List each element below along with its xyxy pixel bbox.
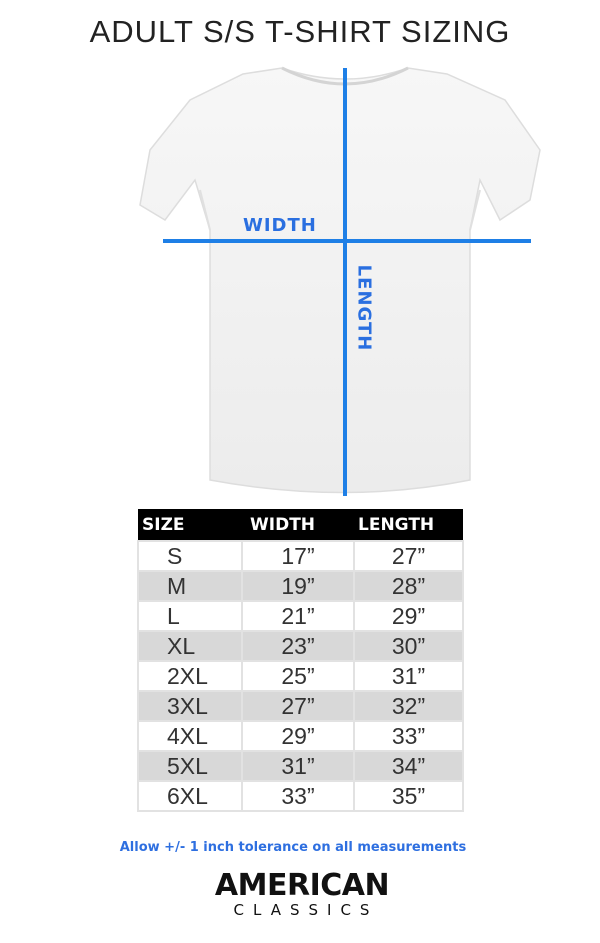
table-row: 6XL 33” 35” (137, 780, 464, 812)
tshirt-illustration (139, 66, 541, 494)
size-cell: 5XL (137, 750, 243, 782)
width-cell: 23” (241, 630, 355, 662)
size-cell: L (137, 600, 243, 632)
table-row: 3XL 27” 32” (137, 690, 464, 722)
header-width: WIDTH (242, 509, 354, 541)
table-row: S 17” 27” (137, 540, 464, 572)
width-cell: 17” (241, 540, 355, 572)
length-cell: 28” (353, 570, 464, 602)
tolerance-note: Allow +/- 1 inch tolerance on all measur… (119, 840, 467, 855)
page-title: ADULT S/S T-SHIRT SIZING (89, 14, 511, 49)
length-cell: 32” (353, 690, 464, 722)
table-row: XL 23” 30” (137, 630, 464, 662)
width-cell: 27” (241, 690, 355, 722)
width-cell: 31” (241, 750, 355, 782)
length-label: LENGTH (353, 264, 375, 352)
size-cell: M (137, 570, 243, 602)
brand-logo-line2: CLASSICS (233, 901, 379, 919)
width-cell: 29” (241, 720, 355, 752)
header-size: SIZE (138, 509, 242, 541)
width-cell: 21” (241, 600, 355, 632)
length-cell: 31” (353, 660, 464, 692)
length-cell: 34” (353, 750, 464, 782)
length-cell: 35” (353, 780, 464, 812)
length-cell: 29” (353, 600, 464, 632)
width-cell: 19” (241, 570, 355, 602)
size-cell: 3XL (137, 690, 243, 722)
table-row: L 21” 29” (137, 600, 464, 632)
width-measure-line (163, 239, 531, 243)
length-cell: 30” (353, 630, 464, 662)
size-cell: 6XL (137, 780, 243, 812)
table-header: SIZE WIDTH LENGTH (138, 509, 463, 541)
size-cell: 4XL (137, 720, 243, 752)
table-row: M 19” 28” (137, 570, 464, 602)
table-row: 4XL 29” 33” (137, 720, 464, 752)
brand-logo-line1: AMERICAN (214, 868, 390, 903)
size-cell: XL (137, 630, 243, 662)
length-cell: 33” (353, 720, 464, 752)
width-cell: 25” (241, 660, 355, 692)
length-measure-line (343, 68, 347, 496)
length-cell: 27” (353, 540, 464, 572)
size-cell: S (137, 540, 243, 572)
size-table: SIZE WIDTH LENGTH S 17” 27” M 19” 28” L 21” 29” X… (137, 509, 464, 812)
header-length: LENGTH (354, 509, 463, 541)
table-row: 2XL 25” 31” (137, 660, 464, 692)
width-label: WIDTH (243, 215, 317, 236)
width-cell: 33” (241, 780, 355, 812)
size-cell: 2XL (137, 660, 243, 692)
table-row: 5XL 31” 34” (137, 750, 464, 782)
